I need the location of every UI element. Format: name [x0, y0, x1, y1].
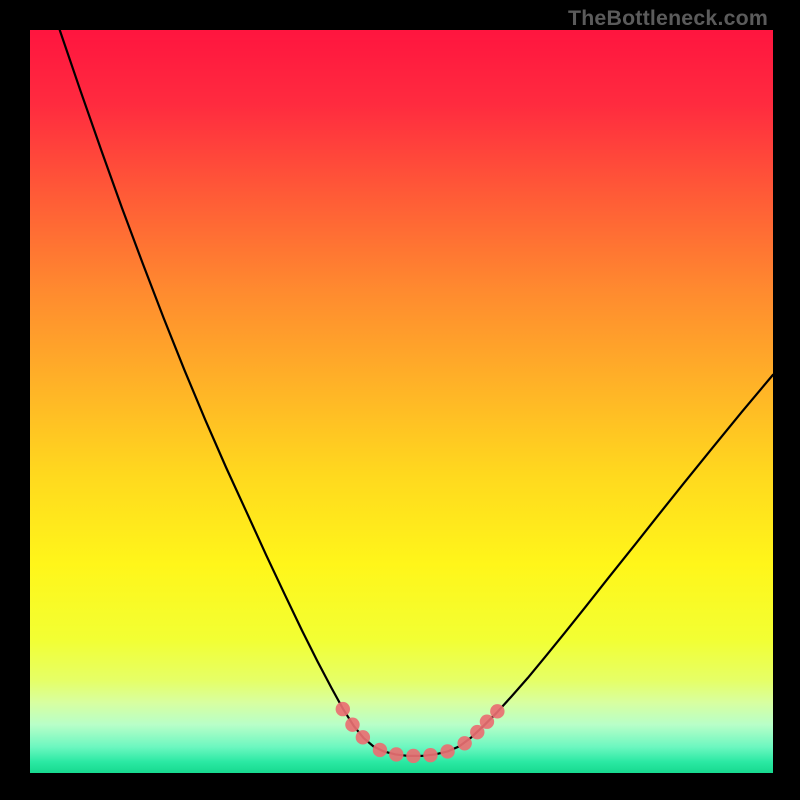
curve-marker [457, 736, 471, 750]
curve-marker [490, 704, 504, 718]
curve-marker [389, 747, 403, 761]
curve-marker [336, 702, 350, 716]
curve-marker [440, 744, 454, 758]
curve-marker [373, 743, 387, 757]
plot-area [30, 30, 773, 773]
bottleneck-curve [60, 30, 773, 756]
marker-group [336, 702, 505, 763]
curve-marker [345, 718, 359, 732]
curve-layer [30, 30, 773, 773]
watermark-text: TheBottleneck.com [568, 6, 768, 31]
curve-marker [406, 749, 420, 763]
curve-marker [356, 730, 370, 744]
chart-frame: TheBottleneck.com [0, 0, 800, 800]
curve-marker [423, 748, 437, 762]
curve-marker [480, 715, 494, 729]
